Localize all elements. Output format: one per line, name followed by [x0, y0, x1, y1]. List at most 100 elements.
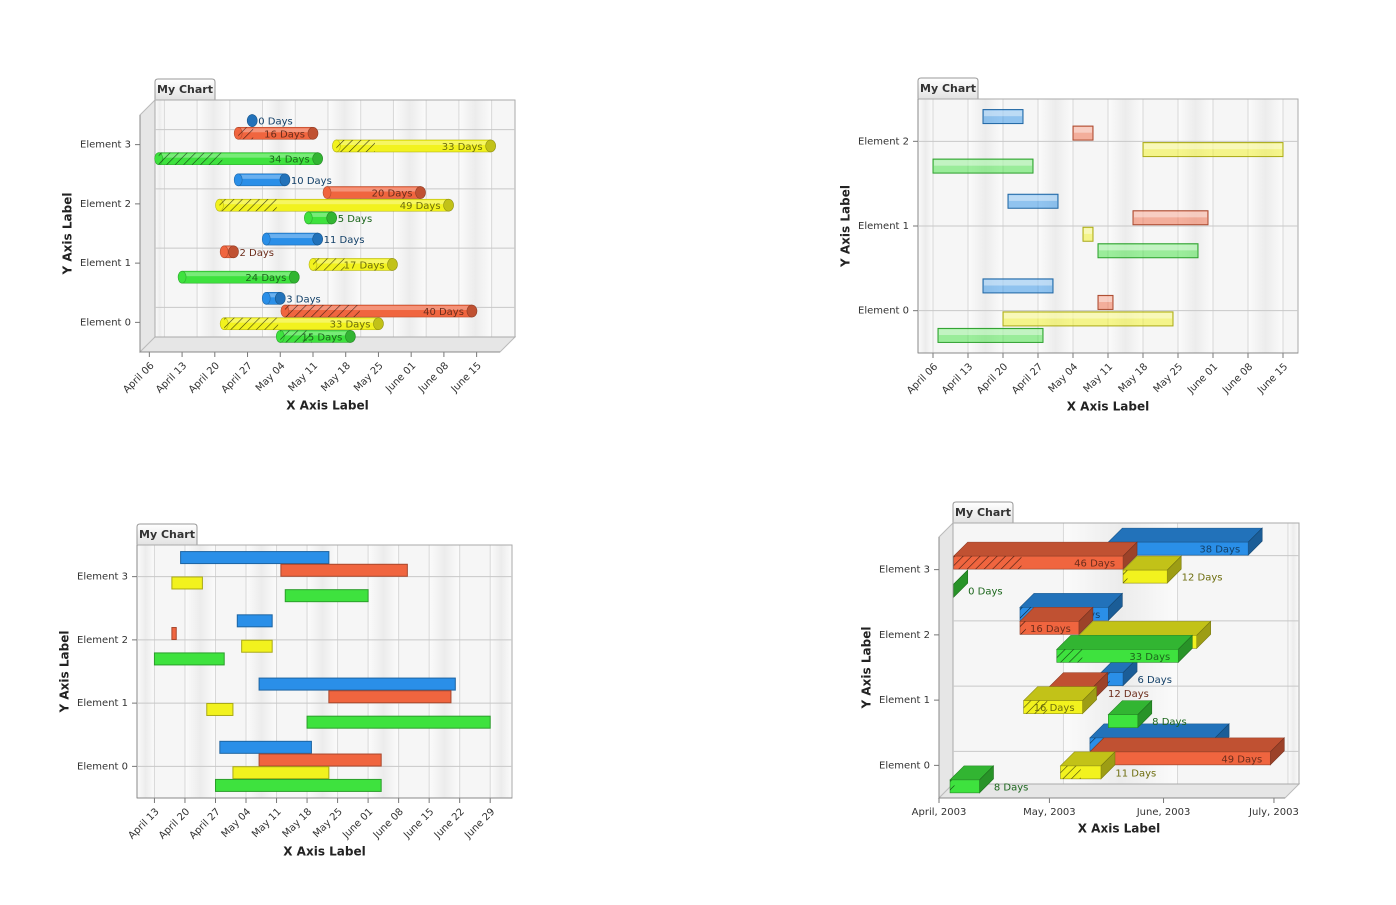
- task-bar: [261, 292, 286, 305]
- bar-label: 12 Days: [1108, 689, 1149, 700]
- x-tick-label: June 15: [1255, 361, 1290, 396]
- task-bar: [236, 614, 273, 628]
- bar-top: [1078, 621, 1212, 636]
- bar-body: [1142, 142, 1284, 158]
- bar-front: [1108, 714, 1139, 728]
- y-axis-title: Y Axis Label: [61, 193, 75, 276]
- task-bar: [232, 766, 330, 780]
- bar-body: [1007, 193, 1059, 209]
- task-bar: [258, 753, 382, 767]
- bar-body: [232, 766, 330, 780]
- bar-end-cap: [228, 245, 239, 259]
- x-axis-title: X Axis Label: [1067, 400, 1149, 414]
- bar-body: [1072, 125, 1094, 141]
- bar-body: [236, 614, 273, 628]
- bar-front: [1122, 569, 1168, 584]
- task-bar: [1019, 606, 1094, 636]
- bar-label: 16 Days: [264, 129, 305, 140]
- bar-end-cap: [246, 114, 258, 127]
- x-tick-label: April 13: [126, 806, 161, 841]
- chart-tab: My Chart: [917, 77, 979, 99]
- bar-top: [1107, 527, 1263, 543]
- grid-band: [429, 545, 460, 798]
- bar-label: 8 Days: [994, 782, 1029, 793]
- x-tick-label: June 15: [401, 806, 436, 841]
- y-axis-title: Y Axis Label: [860, 627, 874, 710]
- bar-label: 11 Days: [1115, 768, 1156, 779]
- bar-end-cap: [312, 232, 323, 246]
- tab-shape: [136, 523, 198, 545]
- grid-band: [1287, 523, 1299, 784]
- task-bar: [219, 740, 312, 754]
- task-bar: [241, 639, 273, 653]
- x-tick-label: April 20: [975, 361, 1010, 396]
- tab-shape: [154, 78, 216, 100]
- task-bar: [1072, 125, 1094, 141]
- bar-label: 33 Days: [1129, 652, 1170, 663]
- x-tick-label: May 04: [254, 360, 288, 394]
- progress-hatch: [953, 556, 1022, 570]
- x-tick-label: May 25: [1152, 361, 1186, 395]
- bar-highlight: [308, 212, 332, 217]
- progress-hatch: [1060, 765, 1081, 779]
- x-tick-label: June 01: [340, 806, 375, 841]
- bar-highlight: [312, 259, 393, 264]
- bar-highlight: [158, 153, 318, 158]
- x-tick-label: May 11: [287, 360, 321, 394]
- x-axis-title: X Axis Label: [283, 845, 365, 859]
- bar-end-cap: [274, 292, 286, 305]
- bar-body: [206, 702, 234, 716]
- grid-band: [393, 100, 427, 337]
- bar-start-cap: [233, 173, 243, 187]
- bar-label: 49 Days: [400, 201, 441, 212]
- bar-highlight: [219, 200, 449, 205]
- task-bar: [219, 245, 239, 259]
- task-bar: [246, 114, 258, 127]
- bar-highlight: [984, 110, 1022, 117]
- x-tick-label: April 13: [940, 361, 975, 396]
- grid-band: [137, 545, 155, 798]
- task-bar: [982, 278, 1054, 294]
- bar-body: [284, 589, 369, 603]
- bar-body: [1132, 210, 1209, 226]
- task-bar: [932, 158, 1034, 174]
- bar-highlight: [280, 331, 351, 336]
- bar-highlight: [336, 140, 491, 145]
- gantt-chart: My Chart April, 2003 May, 2003 June, 2003 Ju…: [860, 501, 1301, 836]
- progress-hatch: [1123, 570, 1128, 584]
- bar-label: 15 Days: [302, 332, 343, 343]
- task-bar: [171, 627, 177, 641]
- bar-highlight: [266, 293, 281, 298]
- bar-highlight: [1144, 143, 1282, 150]
- task-bar: [258, 677, 456, 691]
- bar-highlight: [224, 318, 379, 323]
- x-tick-label: June 22: [432, 806, 467, 841]
- bar-body: [982, 278, 1054, 294]
- chart-title: My Chart: [139, 528, 195, 541]
- x-tick-label: April 27: [188, 806, 223, 841]
- bar-end-cap: [279, 173, 291, 187]
- task-bar: [1097, 294, 1114, 310]
- plot-border: [952, 522, 1300, 785]
- bar-label: 8 Days: [1152, 717, 1187, 728]
- x-tick-label: April 27: [220, 360, 255, 395]
- y-tick-label: Element 3: [77, 572, 128, 583]
- x-tick-label: April 06: [121, 360, 156, 395]
- bar-end-cap: [466, 304, 478, 318]
- bar-highlight: [1134, 211, 1207, 218]
- bar-highlight: [182, 272, 295, 277]
- x-tick-label: July, 2003: [1248, 807, 1299, 818]
- x-tick-label: June 08: [416, 360, 451, 395]
- task-bar: [1082, 226, 1094, 242]
- progress-hatch: [1019, 621, 1026, 635]
- bar-end-cap: [373, 317, 384, 331]
- bar-body: [280, 563, 408, 577]
- bar-label: 40 Days: [423, 307, 464, 318]
- y-tick-label: Element 3: [80, 140, 131, 151]
- bar-body: [153, 652, 225, 666]
- bar-highlight: [238, 174, 285, 179]
